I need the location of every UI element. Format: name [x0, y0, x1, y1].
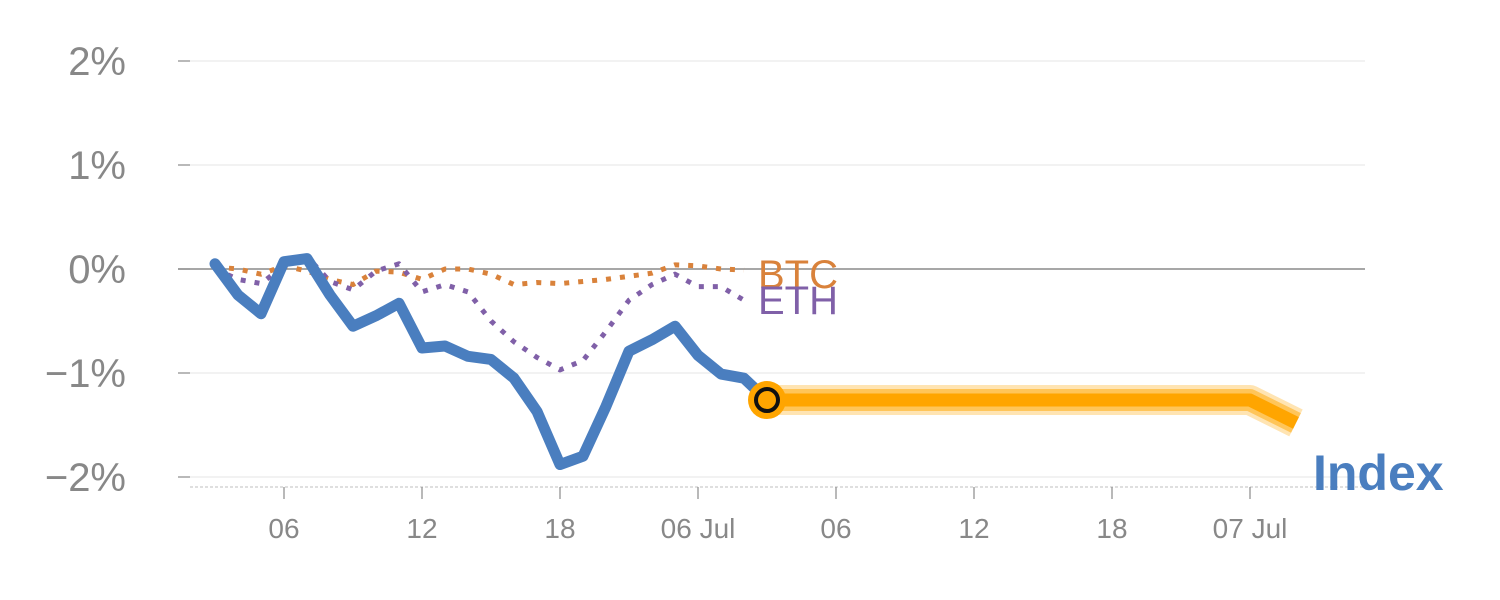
y-tick-label: 1%	[68, 144, 126, 188]
x-tick-label: 12	[406, 513, 437, 544]
y-tick-label: −1%	[45, 352, 126, 396]
index-label: Index	[1313, 445, 1444, 501]
x-tick-label: 06	[268, 513, 299, 544]
y-tick-label: 2%	[68, 40, 126, 84]
eth-label: ETH	[758, 279, 838, 323]
series-lines	[209, 253, 773, 471]
forecast-band	[767, 385, 1303, 437]
forecast-line	[767, 393, 1299, 429]
btc-label: BTC	[758, 253, 838, 297]
x-tick-label: 06 Jul	[661, 513, 736, 544]
x-tick-label: 18	[544, 513, 575, 544]
y-tick-label: −2%	[45, 456, 126, 500]
series-line-index	[209, 253, 773, 471]
x-tick-label: 06	[820, 513, 851, 544]
x-tick-label: 12	[958, 513, 989, 544]
x-tick-label: 07 Jul	[1213, 513, 1288, 544]
y-axis-ticks: 2% 1% 0% −1% −2%	[45, 40, 190, 500]
y-tick-label: 0%	[68, 248, 126, 292]
current-point-marker	[748, 381, 786, 420]
series-line-btc	[214, 262, 745, 288]
marker-point	[754, 387, 780, 414]
x-axis-ticks: 06 12 18 06 Jul 06 12 18 07 Jul	[190, 486, 1365, 544]
x-tick-label: 18	[1096, 513, 1127, 544]
